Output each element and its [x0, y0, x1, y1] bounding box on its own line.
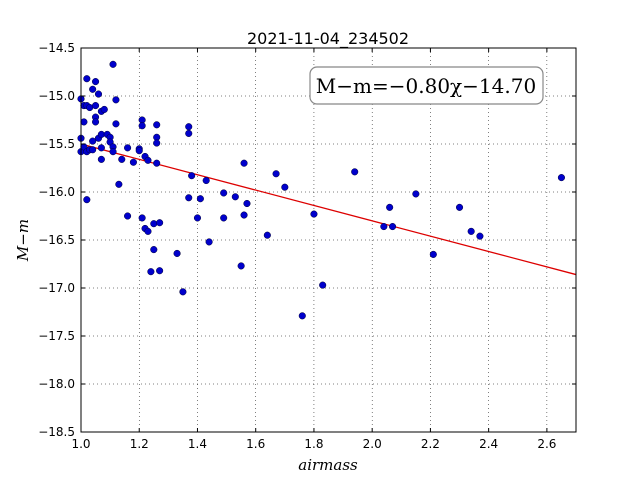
data-point — [243, 199, 251, 208]
x-tick-label: 1.2 — [130, 437, 149, 451]
data-point — [89, 146, 97, 154]
data-point — [92, 102, 100, 110]
y-tick-label: −16.0 — [38, 185, 75, 199]
y-axis-label: M−m — [14, 219, 32, 262]
data-point — [144, 156, 152, 164]
data-point — [97, 144, 105, 152]
data-point — [240, 211, 248, 219]
data-point — [100, 105, 108, 113]
y-tick-label: −17.0 — [38, 281, 75, 295]
data-point — [412, 190, 420, 198]
data-point — [185, 129, 193, 137]
data-point — [115, 180, 123, 188]
y-tick-label: −15.0 — [38, 89, 75, 103]
data-point — [220, 189, 228, 197]
data-point — [476, 232, 484, 240]
annotation-text: M−m=−0.80χ−14.70 — [316, 74, 536, 98]
data-point — [118, 155, 126, 163]
data-point — [179, 288, 187, 296]
x-tick-label: 1.0 — [71, 437, 90, 451]
data-point — [124, 212, 132, 220]
data-point — [144, 227, 152, 235]
x-axis-label: airmass — [298, 456, 358, 474]
x-tick-label: 2.2 — [421, 437, 440, 451]
data-point — [153, 121, 161, 129]
data-point — [310, 210, 318, 218]
data-point — [389, 223, 397, 231]
data-point — [231, 193, 239, 201]
y-tick-label: −17.5 — [38, 329, 75, 343]
data-point — [80, 118, 88, 126]
data-point — [89, 137, 97, 145]
data-point — [112, 96, 120, 104]
y-tick-label: −18.5 — [38, 425, 75, 439]
data-point — [92, 78, 100, 86]
data-point — [173, 249, 181, 257]
data-points — [77, 60, 565, 320]
data-point — [156, 219, 164, 227]
y-tick-label: −16.5 — [38, 233, 75, 247]
data-point — [153, 159, 161, 167]
data-point — [237, 262, 245, 270]
data-point — [112, 120, 120, 128]
x-tick-label: 2.4 — [479, 437, 498, 451]
data-point — [196, 195, 204, 203]
data-point — [188, 172, 196, 180]
x-tick-label: 2.0 — [363, 437, 382, 451]
data-point — [263, 231, 271, 239]
data-point — [109, 60, 117, 68]
data-point — [83, 196, 91, 204]
data-point — [380, 223, 388, 231]
fit-line — [80, 143, 577, 276]
data-point — [83, 75, 91, 83]
data-point — [272, 170, 280, 178]
data-point — [135, 147, 143, 155]
fit-annotation: M−m=−0.80χ−14.70 — [309, 66, 544, 105]
annotation-box — [309, 66, 544, 105]
data-point — [185, 123, 193, 131]
data-point — [193, 214, 202, 222]
data-point — [97, 155, 105, 163]
data-point — [429, 250, 437, 258]
data-point — [455, 203, 464, 211]
data-point — [467, 227, 475, 235]
x-axis-ticks: 1.0 1.2 1.4 1.6 1.8 2.0 2.2 2.4 2.6 — [71, 48, 556, 451]
y-tick-label: −18.0 — [38, 377, 75, 391]
data-point — [92, 118, 100, 126]
data-point — [202, 176, 210, 185]
x-tick-label: 1.4 — [188, 437, 207, 451]
data-point — [153, 139, 161, 147]
data-point — [89, 85, 97, 93]
data-point — [205, 238, 213, 246]
y-tick-label: −15.5 — [38, 137, 75, 151]
chart-title: 2021-11-04_234502 — [247, 29, 409, 49]
data-point — [156, 267, 164, 275]
x-tick-label: 1.6 — [246, 437, 265, 451]
data-point — [150, 246, 158, 254]
data-point — [220, 214, 228, 222]
data-point — [557, 174, 565, 182]
y-tick-label: −14.5 — [38, 41, 75, 55]
data-point — [129, 158, 137, 166]
data-point — [185, 194, 193, 202]
data-point — [386, 203, 394, 211]
data-point — [281, 183, 289, 191]
data-point — [138, 122, 146, 130]
x-tick-label: 2.6 — [537, 437, 556, 451]
data-point — [138, 214, 146, 222]
data-point — [147, 268, 155, 276]
data-point — [150, 220, 158, 228]
data-point — [351, 168, 359, 176]
data-point — [109, 148, 117, 156]
y-axis-ticks: −14.5 −15.0 −15.5 −16.0 −16.5 −17.0 −17.5 −18.0… — [38, 41, 576, 439]
data-point — [298, 312, 306, 320]
fit-line-layer — [80, 143, 577, 276]
data-point — [124, 144, 132, 152]
data-point — [94, 90, 103, 98]
x-tick-label: 1.8 — [304, 437, 323, 451]
data-point — [319, 281, 327, 289]
data-point — [240, 159, 248, 167]
